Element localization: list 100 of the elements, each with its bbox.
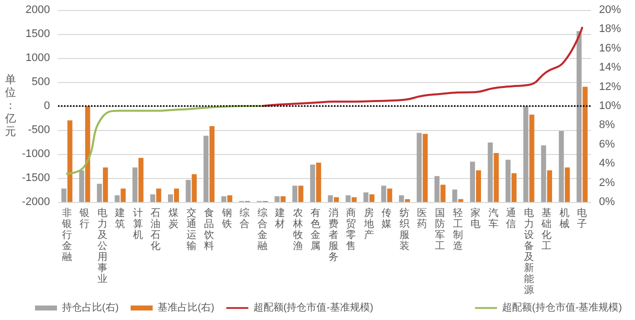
bar [85, 106, 90, 202]
bar [227, 195, 232, 202]
bar [61, 188, 66, 202]
x-tick-label: 轻工制造 [452, 207, 463, 252]
y2-tick-label: 14% [599, 62, 622, 74]
bar [582, 86, 588, 202]
y-tick-label: -1500 [22, 172, 50, 184]
bar [558, 130, 564, 202]
bar [476, 170, 482, 202]
bar [274, 196, 280, 202]
bar [156, 188, 162, 202]
bar [452, 190, 458, 202]
x-tick-label: 综合 [240, 207, 250, 230]
y-tick-label: 2000 [26, 4, 50, 16]
bar [221, 196, 226, 202]
bar [352, 197, 357, 202]
bar [138, 158, 144, 202]
bar [316, 162, 322, 202]
bar [434, 176, 440, 202]
bar [210, 126, 215, 202]
bar [96, 184, 102, 202]
line-series [66, 105, 264, 175]
y-tick-label: 1500 [26, 28, 50, 40]
line-series [261, 26, 584, 107]
legend-label: 超配额(持仓市值-基准规模) [502, 302, 622, 314]
bar [541, 145, 546, 202]
bar [114, 195, 120, 202]
bar [523, 106, 528, 202]
y2-tick-label: 20% [599, 4, 622, 16]
bar [346, 195, 351, 202]
bar [416, 132, 422, 202]
y-tick-label: 500 [32, 76, 50, 88]
x-tick-label: 机械 [559, 207, 570, 230]
bar [404, 199, 410, 202]
x-tick-label: 建筑 [114, 207, 126, 230]
x-tick-label: 钢铁 [220, 208, 232, 230]
bar [168, 194, 173, 202]
x-tick-label: 非银行金融 [60, 207, 72, 263]
x-tick-label: 基础化工 [540, 207, 552, 252]
bar [67, 120, 72, 202]
legend-label: 超配额(持仓市值-基准规模) [253, 302, 374, 314]
bar [186, 180, 191, 202]
bar [150, 194, 156, 202]
x-tick-label: 汽车 [488, 207, 498, 230]
y2-tick-label: 2% [599, 176, 616, 189]
bar [440, 184, 446, 202]
bar [204, 136, 209, 202]
bar [292, 186, 298, 202]
bar [547, 170, 552, 202]
x-tick-label: 商贸零售 [346, 207, 356, 252]
y2-tick-label: 0% [599, 196, 616, 208]
x-tick-label: 电力设备及新能源 [524, 207, 534, 296]
x-tick-label: 电力及公用事业 [97, 207, 108, 285]
x-tick-label: 国防军工 [434, 208, 445, 252]
bar [310, 164, 316, 202]
bar [529, 114, 534, 202]
x-tick-label: 传媒 [382, 208, 392, 230]
y-tick-label: 1000 [26, 52, 50, 64]
bar [174, 188, 179, 202]
legend-label: 基准占比(右) [158, 302, 214, 314]
y2-tick-label: 8% [599, 119, 616, 132]
x-tick-label: 纺织服装 [399, 207, 410, 252]
legend-label: 持仓占比(右) [62, 302, 119, 314]
bar [398, 195, 404, 202]
bar [102, 167, 108, 202]
x-tick-label: 通信 [506, 207, 516, 230]
y2-tick-label: 12% [599, 80, 622, 93]
y-tick-label: -2000 [22, 196, 50, 208]
bar [470, 162, 476, 202]
bar [506, 160, 511, 202]
x-tick-label: 消费者服务 [328, 207, 338, 263]
bar [387, 188, 392, 202]
bar [280, 196, 286, 202]
x-tick-label: 建材 [274, 207, 286, 230]
bar [576, 31, 582, 202]
bar [494, 153, 499, 202]
x-tick-label: 有色金属 [310, 207, 321, 252]
y-tick-label: -500 [28, 124, 50, 136]
y2-tick-label: 4% [599, 158, 616, 170]
x-tick-label: 食品饮料 [203, 207, 214, 252]
y2-tick-label: 18% [599, 23, 622, 36]
x-tick-label: 家电 [470, 207, 481, 230]
x-tick-label: 电子 [577, 207, 588, 230]
x-tick-label: 房地产 [362, 207, 374, 241]
bar [564, 167, 570, 202]
bar [422, 134, 428, 202]
bar [79, 170, 84, 202]
x-tick-label: 石油石化 [150, 208, 161, 252]
x-tick-label: 煤炭 [168, 207, 178, 230]
y-axis-title: 单位：亿元 [4, 73, 16, 138]
bar [381, 186, 386, 202]
bar [488, 142, 493, 202]
bar [512, 173, 517, 202]
bar [363, 192, 368, 202]
x-tick-label: 银行 [78, 208, 90, 230]
y2-tick-label: 10% [599, 100, 622, 112]
bar [192, 174, 197, 202]
x-tick-label: 医药 [417, 208, 428, 230]
y-tick-label: 0 [44, 100, 50, 112]
x-tick-label: 计算机 [132, 207, 143, 241]
